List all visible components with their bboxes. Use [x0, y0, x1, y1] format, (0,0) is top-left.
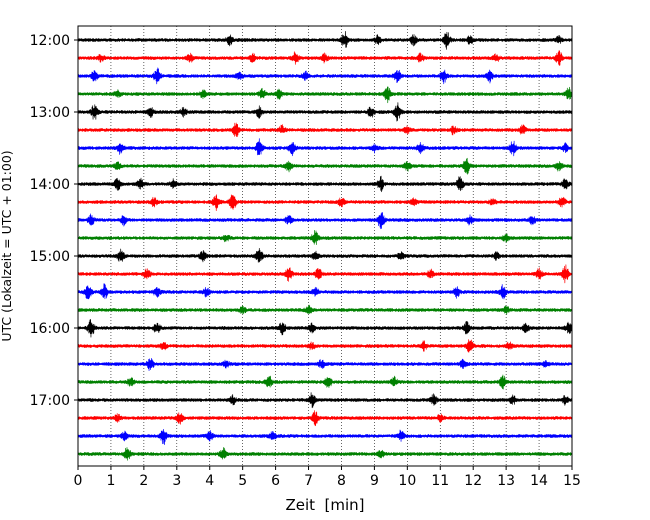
trace-line: [77, 175, 573, 193]
trace-line: [77, 86, 573, 104]
x-tick-label: 1: [106, 473, 115, 489]
trace-line: [77, 138, 573, 157]
y-tick-label: 17:00: [30, 393, 70, 409]
x-tick-label: 9: [370, 473, 379, 489]
trace-line: [77, 67, 573, 85]
trace-line: [77, 318, 573, 338]
x-axis-title: Zeit [min]: [285, 496, 364, 514]
y-tick-label: 15:00: [30, 249, 70, 265]
x-axis: 0 1 2 3 4 5 6 7 8 9 10 11 12 13 14 15: [74, 466, 581, 489]
trace-line: [77, 247, 573, 263]
y-tick-label: 16:00: [30, 321, 70, 337]
trace-line: [77, 264, 573, 284]
trace-line: [77, 374, 573, 390]
x-tick-label: 15: [563, 473, 581, 489]
trace-line: [77, 357, 573, 371]
x-tick-label: 12: [464, 473, 482, 489]
trace-line: [77, 122, 573, 137]
x-tick-label: 11: [431, 473, 449, 489]
x-tick-label: 8: [337, 473, 346, 489]
trace-line: [77, 428, 573, 445]
y-tick-label: 13:00: [30, 105, 70, 121]
y-axis: 12:00 13:00 14:00 15:00 16:00 17:00: [30, 33, 78, 409]
trace-line: [77, 410, 573, 427]
x-tick-label: 2: [139, 473, 148, 489]
traces: [77, 31, 573, 461]
trace-line: [77, 304, 573, 315]
grid-lines: [110, 26, 540, 466]
trace-line: [77, 229, 573, 245]
trace-line: [77, 447, 573, 461]
x-tick-label: 6: [271, 473, 280, 489]
trace-line: [77, 212, 573, 230]
y-tick-label: 14:00: [30, 177, 70, 193]
x-tick-label: 14: [530, 473, 548, 489]
trace-line: [77, 339, 573, 353]
x-tick-label: 10: [398, 473, 416, 489]
trace-line: [77, 194, 573, 211]
y-tick-label: 12:00: [30, 33, 70, 49]
trace-line: [77, 31, 573, 50]
x-tick-label: 4: [205, 473, 214, 489]
plot-frame: [77, 25, 573, 467]
trace-line: [77, 50, 573, 66]
trace-line: [77, 392, 573, 409]
trace-line: [77, 283, 573, 300]
x-tick-label: 3: [172, 473, 181, 489]
x-tick-label: 0: [74, 473, 83, 489]
trace-line: [77, 102, 573, 122]
x-tick-label: 5: [238, 473, 247, 489]
x-tick-label: 13: [497, 473, 515, 489]
x-tick-label: 7: [304, 473, 313, 489]
y-axis-title: UTC (Lokalzeit = UTC + 01:00): [0, 150, 14, 341]
trace-line: [77, 157, 573, 175]
